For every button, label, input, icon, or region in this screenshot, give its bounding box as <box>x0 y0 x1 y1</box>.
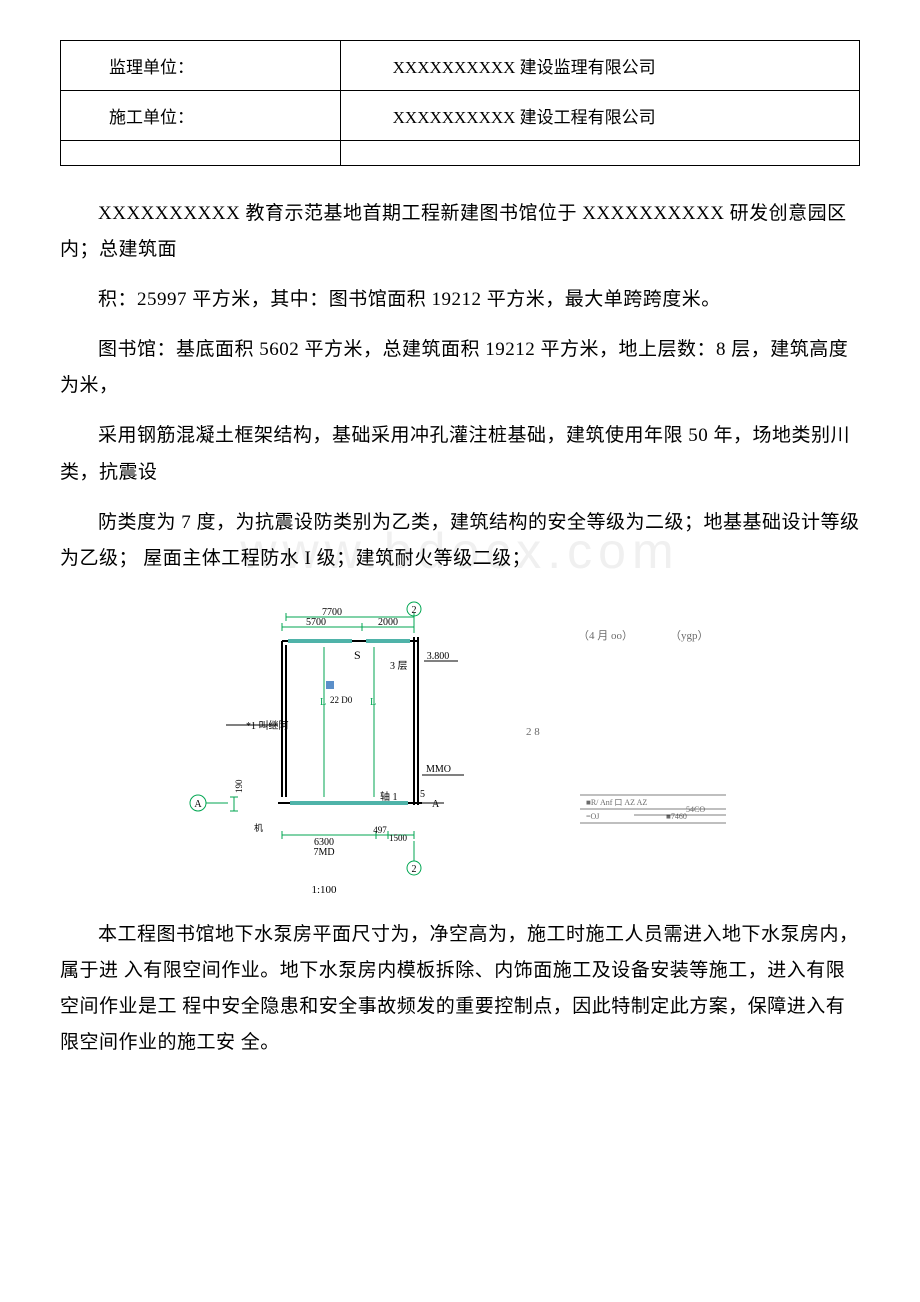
legend-1: ■R/ Anf 口 AZ AZ <box>586 798 647 807</box>
grid-2-top: 2 <box>412 605 417 616</box>
beam-segment-2 <box>366 639 410 643</box>
label-A-left: A <box>194 799 202 810</box>
table-row: 监理单位： XXXXXXXXXX 建设监理有限公司 <box>61 41 860 91</box>
scale-label: 1:100 <box>311 884 337 896</box>
label-zhou1: 轴 1 <box>380 790 398 803</box>
construction-unit-label: 施工单位： <box>61 91 341 141</box>
label-3ceng: 3 层 <box>390 660 408 672</box>
diagram-wrapper: 7700 5700 2000 2 <box>60 597 860 897</box>
label-bl: 机 <box>254 822 263 833</box>
dim-1500: 1500 <box>389 833 408 843</box>
label-s: S <box>354 648 361 662</box>
dim-3800: 3.800 <box>427 651 450 662</box>
empty-value <box>340 141 859 166</box>
paragraph-1: XXXXXXXXXX 教育示范基地首期工程新建图书馆位于 XXXXXXXXXX … <box>60 196 860 268</box>
dim-7md: 7MD <box>313 847 334 858</box>
document-body: www.bdocx.com 监理单位： XXXXXXXXXX 建设监理有限公司 … <box>60 40 860 1061</box>
column-marker <box>326 681 334 689</box>
dim-2000: 2000 <box>378 617 398 628</box>
label-mmo: MMO <box>426 764 451 775</box>
label-do: 22 D0 <box>330 695 353 705</box>
dim-5700: 5700 <box>306 617 326 628</box>
legend-4: 54CO <box>686 805 705 814</box>
legend-3: ■7460 <box>666 812 687 821</box>
label-ygp: （ygp） <box>670 629 709 642</box>
paragraph-3: 图书馆：基底面积 5602 平方米，总建筑面积 19212 平方米，地上层数：8… <box>60 332 860 404</box>
legend-2: =OJ <box>586 812 599 821</box>
label-l1: L <box>320 697 326 708</box>
table-row <box>61 141 860 166</box>
dim-190: 190 <box>234 779 244 793</box>
floor-plan-diagram: 7700 5700 2000 2 <box>180 597 740 897</box>
label-date: （4 月 oo） <box>578 629 633 642</box>
empty-label <box>61 141 341 166</box>
construction-unit-value: XXXXXXXXXX 建设工程有限公司 <box>340 91 859 141</box>
paragraph-4: 采用钢筋混凝土框架结构，基础采用冲孔灌注桩基础，建筑使用年限 50 年，场地类别… <box>60 418 860 490</box>
label-a: A <box>432 799 440 810</box>
label-l2: L <box>370 697 376 708</box>
supervision-unit-label: 监理单位： <box>61 41 341 91</box>
label-28: 2 8 <box>526 726 540 738</box>
units-table: 监理单位： XXXXXXXXXX 建设监理有限公司 施工单位： XXXXXXXX… <box>60 40 860 166</box>
table-row: 施工单位： XXXXXXXXXX 建设工程有限公司 <box>61 91 860 141</box>
supervision-unit-value: XXXXXXXXXX 建设监理有限公司 <box>340 41 859 91</box>
beam-segment-1 <box>288 639 352 643</box>
paragraph-after: 本工程图书馆地下水泵房平面尺寸为，净空高为，施工时施工人员需进入地下水泵房内，属… <box>60 917 860 1061</box>
paragraph-2: 积：25997 平方米，其中：图书馆面积 19212 平方米，最大单跨跨度米。 <box>60 282 860 318</box>
paragraph-5: 防类度为 7 度，为抗震设防类别为乙类，建筑结构的安全等级为二级；地基基础设计等… <box>60 505 860 577</box>
dim-497: 497 <box>373 825 387 835</box>
label-5: 5 <box>420 789 425 800</box>
grid-2-bottom: 2 <box>412 864 417 875</box>
